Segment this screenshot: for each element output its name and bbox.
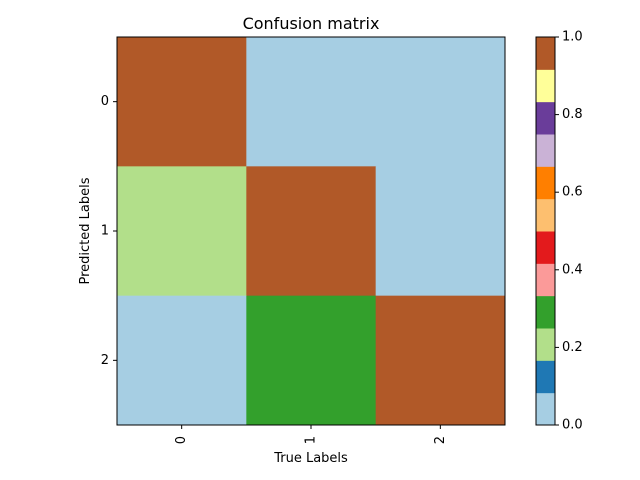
heatmap-cell — [246, 295, 377, 426]
colorbar-segment — [536, 101, 555, 135]
heatmap-cell — [117, 166, 247, 297]
heatmap-cell — [117, 37, 247, 167]
heatmap-cells — [117, 37, 506, 426]
colorbar-segment — [536, 392, 555, 426]
y-axis-label: Predicted Labels — [78, 177, 93, 284]
x-tick-label: 1 — [304, 436, 319, 444]
colorbar-frame — [535, 36, 556, 426]
x-axis-label: True Labels — [273, 451, 348, 466]
y-tick-label: 2 — [101, 353, 109, 368]
colorbar-axis: 0.0 0.2 0.4 0.6 0.8 1.0 — [555, 30, 583, 433]
chart-title: Confusion matrix — [243, 14, 380, 33]
colorbar-segment — [536, 198, 555, 232]
heatmap-cell — [246, 37, 377, 167]
colorbar-segment — [536, 263, 555, 297]
colorbar-segment — [536, 328, 555, 361]
colorbar-tick-label: 0.4 — [562, 262, 583, 277]
heatmap-cell — [375, 166, 506, 297]
colorbar — [536, 37, 555, 426]
colorbar-segment — [536, 134, 555, 167]
colorbar-segment — [536, 360, 555, 394]
colorbar-segment — [536, 166, 555, 200]
colorbar-segment — [536, 295, 555, 329]
colorbar-segment — [536, 69, 555, 103]
heatmap-cell — [375, 295, 506, 426]
x-axis: 0 1 2 — [174, 425, 448, 444]
colorbar-tick-label: 0.8 — [562, 107, 583, 122]
x-tick-label: 0 — [174, 436, 189, 444]
colorbar-tick-label: 1.0 — [562, 30, 583, 45]
heatmap-cell — [246, 166, 377, 297]
heatmap-cell — [117, 295, 247, 426]
colorbar-tick-label: 0.2 — [562, 340, 583, 355]
colorbar-tick-label: 0.0 — [562, 418, 583, 433]
y-tick-label: 0 — [101, 94, 109, 109]
x-tick-label: 2 — [433, 436, 448, 444]
y-axis: 0 1 2 — [101, 94, 117, 368]
colorbar-segment — [536, 231, 555, 264]
y-tick-label: 1 — [101, 224, 109, 239]
colorbar-segment — [536, 37, 555, 70]
colorbar-tick-label: 0.6 — [562, 185, 583, 200]
heatmap-cell — [375, 37, 506, 167]
